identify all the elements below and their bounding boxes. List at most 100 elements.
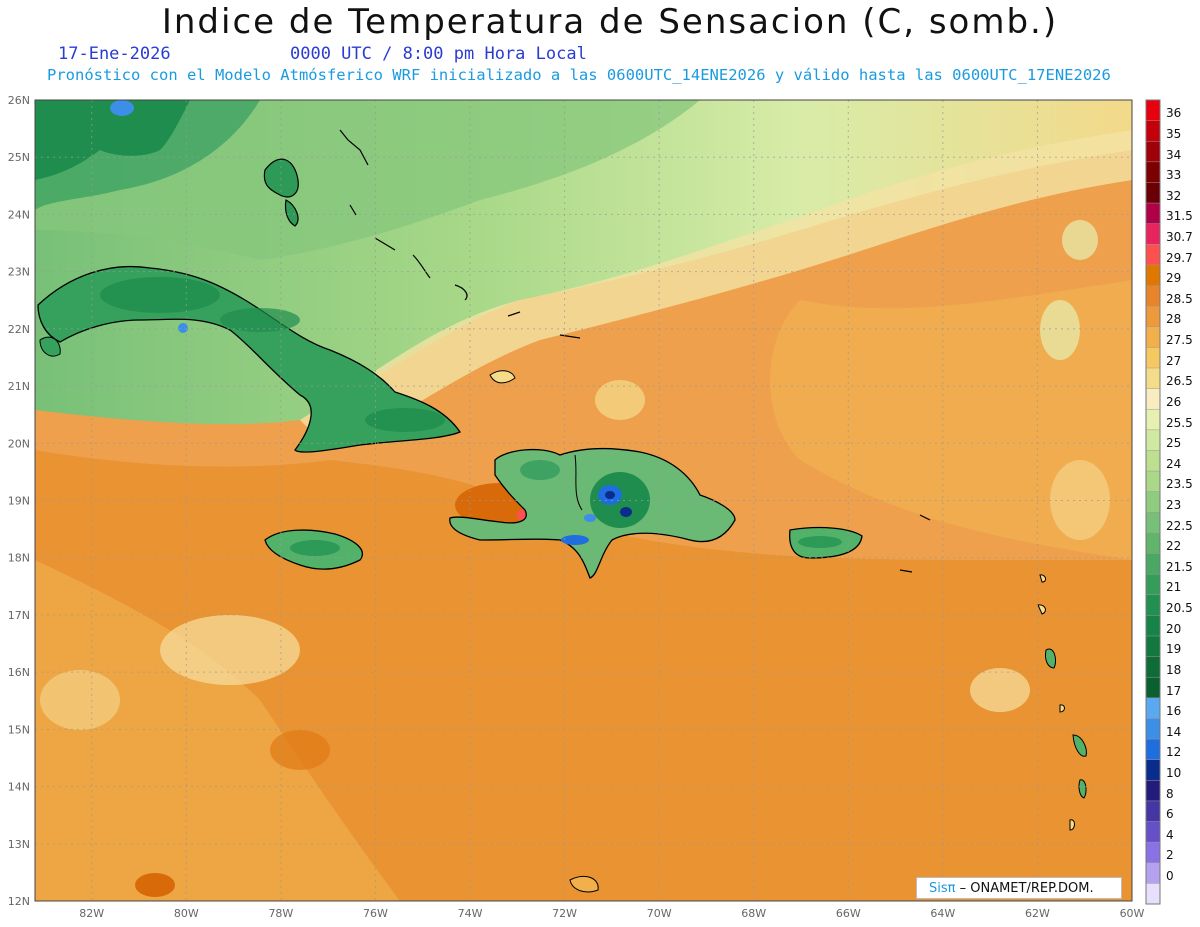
- colorbar-swatch: [1146, 656, 1160, 678]
- colorbar-level-label: 8: [1166, 786, 1174, 801]
- colorbar-swatch: [1146, 677, 1160, 699]
- lat-label: 18N: [8, 552, 30, 565]
- colorbar-swatch: [1146, 100, 1160, 122]
- valid-date: 17-Ene-2026: [58, 44, 171, 64]
- colorbar-level-label: 25.5: [1166, 415, 1193, 430]
- map-field: [35, 100, 1132, 901]
- lat-label: 21N: [8, 380, 30, 393]
- valid-time: 0000 UTC / 8:00 pm Hora Local: [290, 44, 587, 64]
- colorbar-level-label: 36: [1166, 106, 1182, 121]
- colorbar-level-label: 0: [1166, 869, 1174, 884]
- colorbar-swatch: [1146, 244, 1160, 266]
- lon-label: 72W: [552, 907, 577, 920]
- colorbar-swatch: [1146, 161, 1160, 183]
- colorbar-level-label: 23: [1166, 498, 1182, 512]
- lat-label: 17N: [8, 609, 30, 622]
- colorbar-swatch: [1146, 532, 1160, 555]
- colorbar-swatch: [1146, 409, 1160, 431]
- model-info: Pronóstico con el Modelo Atmósferico WRF…: [47, 66, 1111, 84]
- credit-prefix: Sis: [929, 881, 948, 896]
- colorbar-swatch: [1146, 594, 1160, 616]
- lat-label: 20N: [8, 437, 30, 450]
- colorbar-level-label: 18: [1166, 662, 1182, 677]
- lat-label: 26N: [8, 94, 30, 107]
- lon-label: 70W: [647, 907, 672, 920]
- credit-suffix: – ONAMET/REP.DOM.: [955, 881, 1094, 896]
- lon-label: 62W: [1025, 907, 1050, 920]
- colorbar-level-label: 30.7: [1166, 230, 1193, 244]
- colorbar-level-label: 19: [1166, 642, 1182, 657]
- colorbar-swatch: [1146, 223, 1160, 245]
- colorbar: [1145, 99, 1161, 905]
- colorbar-swatch: [1146, 141, 1160, 163]
- colorbar-level-label: 26: [1166, 394, 1182, 409]
- colorbar-swatch: [1146, 800, 1160, 823]
- lon-label: 82W: [79, 907, 104, 920]
- colorbar-swatch: [1146, 553, 1160, 575]
- colorbar-swatch: [1146, 306, 1160, 328]
- colorbar-level-label: 6: [1166, 807, 1174, 822]
- colorbar-level-label: 24: [1166, 456, 1182, 471]
- lon-labels: 82W 80W 78W 76W 74W 72W 70W 68W 66W 64W 62W 60W: [79, 907, 1144, 920]
- colorbar-level-label: 28: [1166, 312, 1182, 327]
- colorbar-swatch: [1146, 697, 1160, 719]
- colorbar-frame: [1145, 99, 1161, 905]
- colorbar-level-label: 14: [1166, 724, 1182, 739]
- colorbar-swatch: [1146, 512, 1160, 534]
- colorbar-swatch: [1146, 388, 1160, 410]
- colorbar-level-label: 27.5: [1166, 333, 1193, 348]
- colorbar-level-label: 20.5: [1166, 601, 1193, 616]
- colorbar-swatch: [1146, 862, 1160, 884]
- lat-label: 14N: [8, 781, 30, 794]
- lat-label: 15N: [8, 723, 30, 736]
- colorbar-swatch: [1146, 285, 1160, 307]
- colorbar-swatch: [1146, 718, 1160, 740]
- lat-label: 12N: [8, 895, 30, 908]
- colorbar-swatch: [1146, 182, 1160, 204]
- colorbar-level-label: 32: [1166, 188, 1182, 203]
- lon-label: 68W: [741, 907, 766, 920]
- colorbar-level-label: 35: [1166, 126, 1182, 141]
- colorbar-level-label: 26.5: [1166, 374, 1193, 389]
- colorbar-swatch: [1146, 491, 1160, 513]
- lat-label: 19N: [8, 495, 30, 508]
- colorbar-swatch: [1146, 120, 1160, 142]
- lon-label: 80W: [174, 907, 199, 920]
- colorbar-swatch: [1146, 368, 1160, 390]
- colorbar-swatch: [1146, 615, 1160, 637]
- credit-box: Sisπ – ONAMET/REP.DOM.: [916, 877, 1122, 899]
- colorbar-level-label: 29.7: [1166, 250, 1193, 265]
- colorbar-level-label: 21: [1166, 580, 1182, 595]
- colorbar-swatch: [1146, 574, 1160, 596]
- lat-label: 22N: [8, 323, 30, 336]
- map-frame: [34, 99, 1133, 902]
- credit-pi: π: [947, 881, 956, 896]
- colorbar-swatch: [1146, 780, 1160, 802]
- lat-lon-grid: [35, 99, 1133, 902]
- colorbar-swatch: [1146, 842, 1160, 864]
- lat-label: 16N: [8, 666, 30, 679]
- colorbar-level-label: 31.5: [1166, 209, 1193, 224]
- colorbar-level-label: 22.5: [1166, 518, 1193, 533]
- colorbar-level-label: 4: [1166, 827, 1174, 842]
- lat-label: 23N: [8, 266, 30, 279]
- colorbar-swatch: [1146, 636, 1160, 658]
- colorbar-swatch: [1146, 264, 1160, 287]
- colorbar-level-label: 27: [1166, 353, 1182, 368]
- lon-label: 78W: [268, 907, 293, 920]
- lat-label: 13N: [8, 838, 30, 851]
- colorbar-level-label: 17: [1166, 683, 1182, 698]
- colorbar-level-label: 34: [1166, 147, 1182, 162]
- lon-label: 76W: [363, 907, 388, 920]
- colorbar-level-label: 12: [1166, 745, 1182, 760]
- colorbar-swatch: [1146, 347, 1160, 369]
- colorbar-swatch: [1146, 739, 1160, 761]
- colorbar-level-label: 10: [1166, 766, 1182, 780]
- lon-label: 64W: [930, 907, 955, 920]
- lat-labels: 26N 25N 24N 23N 22N 21N 20N 19N 18N 17N 16N 15N 14N 1…: [8, 94, 30, 908]
- colorbar-level-label: 16: [1166, 704, 1182, 719]
- colorbar-level-label: 33: [1166, 168, 1182, 183]
- colorbar-level-label: 28.5: [1166, 291, 1193, 306]
- colorbar-swatch: [1146, 203, 1160, 225]
